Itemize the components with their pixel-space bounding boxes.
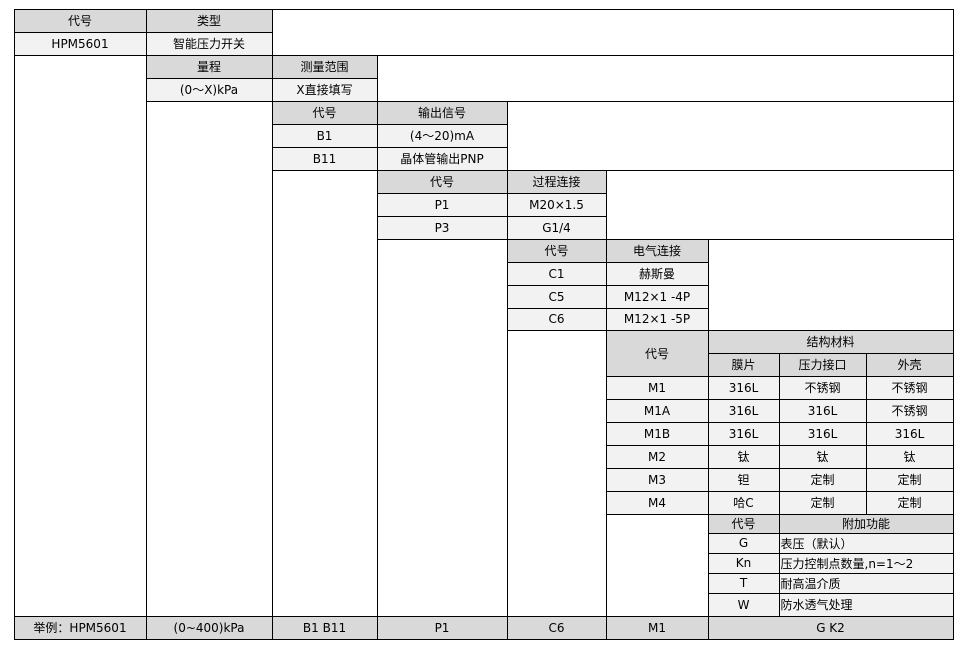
example-cell: P1 xyxy=(376,615,508,640)
header-process-code: 代号 xyxy=(376,169,508,194)
material-value: 不锈钢 xyxy=(865,375,954,400)
function-value: 压力控制点数量,n=1～2 xyxy=(778,552,954,574)
electrical-code: C1 xyxy=(506,261,607,286)
range-note: X直接填写 xyxy=(271,77,378,102)
output-value: (4～20)mA xyxy=(376,123,508,148)
blank xyxy=(271,8,954,56)
output-code: B11 xyxy=(271,146,378,171)
header-function: 附加功能 xyxy=(778,513,954,534)
header-material: 结构材料 xyxy=(707,329,954,354)
material-value: 316L xyxy=(778,421,867,446)
material-value: 定制 xyxy=(778,467,867,492)
header-material-code: 代号 xyxy=(605,329,709,377)
example-cell: 举例：HPM5601 xyxy=(13,615,147,640)
example-cell: G K2 xyxy=(707,615,954,640)
electrical-code: C5 xyxy=(506,284,607,309)
header-code: 代号 xyxy=(13,8,147,33)
function-code: Kn xyxy=(707,552,780,574)
range-value: (0～X)kPa xyxy=(145,77,273,102)
blank xyxy=(605,169,954,240)
electrical-value: M12×1 -4P xyxy=(605,284,709,309)
process-code: P1 xyxy=(376,192,508,217)
example-cell: B1 B11 xyxy=(271,615,378,640)
function-code: G xyxy=(707,532,780,554)
material-code: M2 xyxy=(605,444,709,469)
process-value: M20×1.5 xyxy=(506,192,607,217)
blank xyxy=(506,100,954,171)
blank xyxy=(506,329,607,617)
function-value: 表压（默认） xyxy=(778,532,954,554)
material-code: M3 xyxy=(605,467,709,492)
example-cell: C6 xyxy=(506,615,607,640)
example-cell: M1 xyxy=(605,615,709,640)
header-process: 过程连接 xyxy=(506,169,607,194)
blank xyxy=(145,100,273,617)
electrical-code: C6 xyxy=(506,307,607,331)
blank xyxy=(707,238,954,331)
header-output: 输出信号 xyxy=(376,100,508,125)
material-value: 定制 xyxy=(778,490,867,515)
output-value: 晶体管输出PNP xyxy=(376,146,508,171)
example-cell: (0~400)kPa xyxy=(145,615,273,640)
material-value: 316L xyxy=(778,398,867,423)
header-material-col: 压力接口 xyxy=(778,352,867,377)
blank xyxy=(271,169,378,617)
material-value: 不锈钢 xyxy=(865,398,954,423)
header-type: 类型 xyxy=(145,8,273,33)
material-value: 316L xyxy=(707,398,780,423)
material-value: 定制 xyxy=(865,490,954,515)
material-value: 钽 xyxy=(707,467,780,492)
electrical-value: M12×1 -5P xyxy=(605,307,709,331)
header-electrical: 电气连接 xyxy=(605,238,709,263)
header-measure-range: 测量范围 xyxy=(271,54,378,79)
material-code: M1B xyxy=(605,421,709,446)
material-value: 316L xyxy=(707,421,780,446)
header-function-code: 代号 xyxy=(707,513,780,534)
material-value: 不锈钢 xyxy=(778,375,867,400)
function-code: W xyxy=(707,592,780,617)
material-value: 定制 xyxy=(865,467,954,492)
material-value: 钛 xyxy=(778,444,867,469)
header-output-code: 代号 xyxy=(271,100,378,125)
blank xyxy=(605,513,709,617)
function-code: T xyxy=(707,572,780,594)
material-value: 钛 xyxy=(865,444,954,469)
material-code: M4 xyxy=(605,490,709,515)
blank xyxy=(13,54,147,617)
model-code: HPM5601 xyxy=(13,31,147,56)
output-code: B1 xyxy=(271,123,378,148)
model-type: 智能压力开关 xyxy=(145,31,273,56)
material-code: M1A xyxy=(605,398,709,423)
header-electrical-code: 代号 xyxy=(506,238,607,263)
electrical-value: 赫斯曼 xyxy=(605,261,709,286)
blank xyxy=(376,54,954,102)
blank xyxy=(376,238,508,617)
material-value: 钛 xyxy=(707,444,780,469)
material-value: 316L xyxy=(865,421,954,446)
header-range: 量程 xyxy=(145,54,273,79)
process-value: G1/4 xyxy=(506,215,607,240)
function-value: 防水透气处理 xyxy=(778,592,954,617)
material-value: 316L xyxy=(707,375,780,400)
material-value: 哈C xyxy=(707,490,780,515)
process-code: P3 xyxy=(376,215,508,240)
material-code: M1 xyxy=(605,375,709,400)
header-material-col: 外壳 xyxy=(865,352,954,377)
function-value: 耐高温介质 xyxy=(778,572,954,594)
header-material-col: 膜片 xyxy=(707,352,780,377)
